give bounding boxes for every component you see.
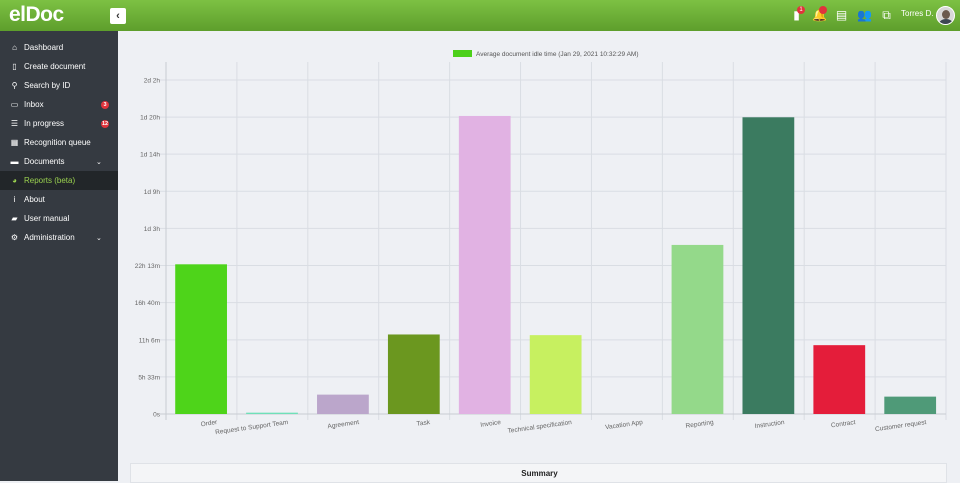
top-bar: elDoc ‹ ▮ 1 🔔 ▤ 👥 ⧉ Torres D. (0, 0, 960, 31)
book-icon: ▰ (11, 214, 18, 223)
bar-order (175, 264, 227, 414)
x-tick-label: Customer request (875, 419, 927, 433)
notification-badge: 1 (797, 6, 805, 14)
sidebar-item-label: In progress (24, 119, 65, 128)
sidebar: ⌂ Dashboard ▯ Create document ⚲ Search by ID ▭… (0, 31, 118, 481)
sidebar-item-label: Documents (24, 157, 65, 166)
search-icon: ⚲ (11, 81, 18, 90)
sidebar-item-user-manual[interactable]: ▰ User manual (0, 209, 118, 228)
clipboard-icon[interactable]: ▤ (835, 8, 848, 22)
collapse-sidebar-button[interactable]: ‹ (110, 8, 126, 24)
bar-task (387, 334, 440, 414)
bar-reporting (671, 244, 724, 414)
sidebar-item-label: Dashboard (24, 43, 64, 52)
x-tick-label: Task (416, 419, 431, 428)
y-tick-label: 22h 13m (135, 263, 160, 270)
bar-contract (813, 345, 866, 414)
main-content: Average document idle time (Jan 29, 2021… (118, 31, 960, 483)
pie-chart-icon: ◕ (12, 176, 17, 185)
bar-request-to-support-team (246, 412, 298, 414)
x-tick-label: Invoice (480, 419, 502, 429)
y-tick-label: 16h 40m (135, 300, 160, 307)
sidebar-item-search-by-id[interactable]: ⚲ Search by ID (0, 76, 118, 95)
x-tick-label: Technical specification (507, 419, 572, 435)
sidebar-item-label: Search by ID (24, 81, 71, 90)
bar-instruction (742, 117, 795, 415)
y-tick-label: 1d 14h (140, 152, 160, 159)
count-badge: 3 (101, 100, 109, 109)
x-tick-label: Vacation App (605, 419, 644, 431)
document-icon[interactable]: ▮ (793, 8, 800, 22)
count-badge: 12 (101, 119, 109, 128)
user-name[interactable]: Torres D. (901, 9, 934, 18)
sidebar-item-about[interactable]: i About (0, 190, 118, 209)
sidebar-item-label: Reports (beta) (24, 176, 76, 185)
legend-swatch (453, 50, 472, 57)
summary-card: Summary (130, 463, 947, 483)
sidebar-item-dashboard[interactable]: ⌂ Dashboard (0, 38, 118, 57)
sidebar-item-recognition-queue[interactable]: ▦ Recognition queue (0, 133, 118, 152)
x-tick-label: Instruction (754, 419, 785, 430)
chevron-left-icon: ‹ (116, 9, 120, 22)
y-tick-label: 5h 33m (138, 374, 160, 381)
sidebar-item-create-document[interactable]: ▯ Create document (0, 57, 118, 76)
idle-time-bar-chart: Average document idle time (Jan 29, 2021… (135, 50, 947, 436)
users-icon[interactable]: 👥 (857, 8, 872, 22)
chevron-down-icon: ⌄ (96, 234, 102, 242)
copy-icon[interactable]: ⧉ (882, 8, 891, 22)
x-tick-label: Contract (831, 419, 856, 429)
y-tick-label: 1d 20h (140, 115, 160, 122)
sidebar-item-label: Create document (24, 62, 86, 71)
cogs-icon: ⚙ (10, 233, 19, 242)
notification-badge (819, 6, 827, 14)
sidebar-item-in-progress[interactable]: ☰ In progress 12 (0, 114, 118, 133)
y-tick-label: 0s (153, 412, 161, 419)
bar-customer-request (884, 396, 937, 414)
sidebar-item-label: Recognition queue (24, 138, 91, 147)
x-tick-label: Order (200, 419, 218, 428)
sidebar-item-label: Administration (24, 233, 75, 242)
inbox-icon: ▭ (10, 100, 19, 109)
sidebar-item-label: User manual (24, 214, 70, 223)
bar-technical-specification (529, 335, 582, 414)
y-tick-label: 1d 3h (144, 226, 161, 233)
sidebar-item-inbox[interactable]: ▭ Inbox 3 (0, 95, 118, 114)
x-tick-label: Request to Support Team (215, 419, 289, 436)
table-icon: ▦ (10, 138, 19, 147)
list-icon: ☰ (10, 119, 19, 128)
y-tick-label: 1d 9h (144, 189, 161, 196)
chevron-down-icon: ⌄ (96, 158, 102, 166)
avatar[interactable] (936, 6, 955, 25)
legend-label: Average document idle time (Jan 29, 2021… (476, 51, 638, 58)
sidebar-item-label: About (24, 195, 45, 204)
sidebar-item-reports-beta[interactable]: ◕ Reports (beta) (0, 171, 118, 190)
sidebar-item-documents[interactable]: ▬ Documents ⌄ (0, 152, 118, 171)
chart-legend: Average document idle time (Jan 29, 2021… (453, 50, 638, 58)
summary-title: Summary (521, 469, 558, 478)
y-tick-label: 11h 6m (139, 337, 160, 344)
sidebar-item-label: Inbox (24, 100, 44, 109)
info-icon: i (13, 195, 16, 204)
home-icon: ⌂ (12, 43, 17, 52)
briefcase-icon: ▬ (10, 157, 19, 166)
bar-invoice (458, 115, 511, 414)
file-icon: ▯ (12, 62, 17, 71)
y-tick-label: 2d 2h (144, 78, 161, 85)
x-tick-label: Reporting (685, 419, 714, 430)
bar-agreement (317, 394, 369, 414)
app-logo[interactable]: elDoc (9, 3, 64, 26)
sidebar-item-administration[interactable]: ⚙ Administration ⌄ (0, 228, 118, 247)
x-tick-label: Agreement (327, 419, 360, 430)
